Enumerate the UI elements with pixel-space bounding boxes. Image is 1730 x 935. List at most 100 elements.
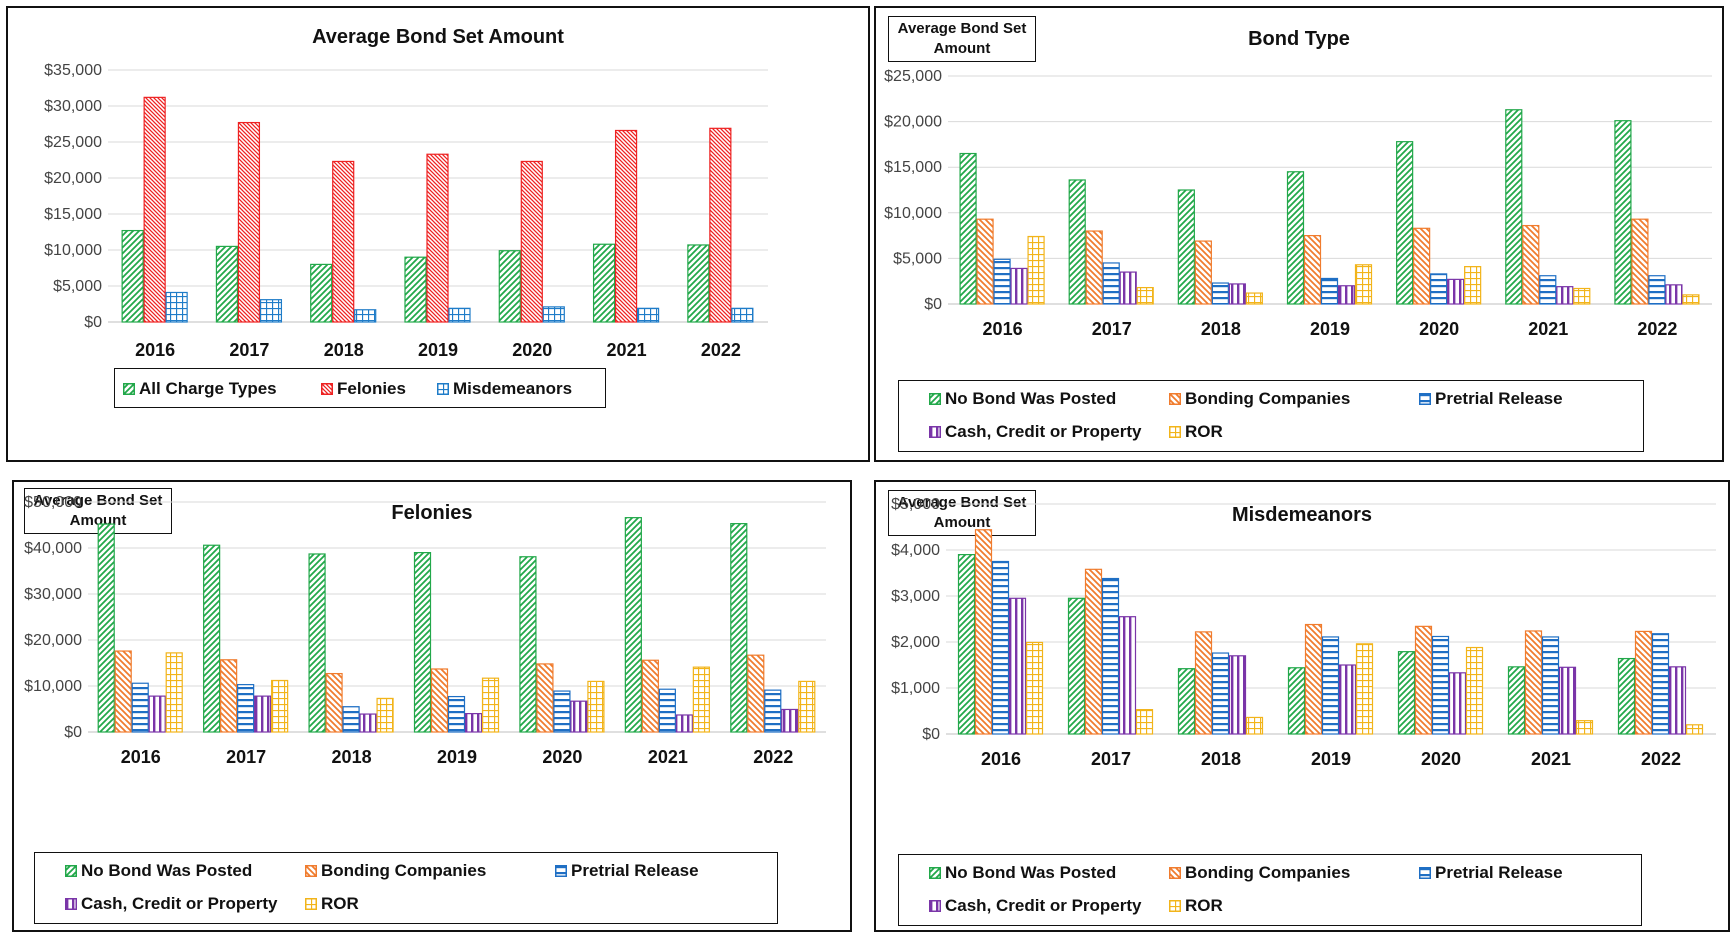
legend-label: Bonding Companies	[1185, 389, 1351, 408]
chart-title: Average Bond Set Amount	[312, 26, 564, 48]
y-tick-label: $1,000	[891, 680, 940, 697]
bar-no-bond-was-posted-2022	[1617, 657, 1636, 735]
legend-label: Cash, Credit or Property	[945, 422, 1142, 441]
bar-pretrial-release-2021	[1539, 275, 1557, 305]
bar-all-charge-types-2021	[592, 243, 616, 323]
x-tick-label: 2021	[1531, 749, 1571, 769]
bar-pretrial-release-2020	[553, 690, 571, 733]
bar-ror-2022	[798, 680, 816, 733]
legend-label: Bonding Companies	[1185, 863, 1351, 882]
bar-pretrial-release-2022	[764, 689, 782, 733]
legend-item-cash-credit-or-property: Cash, Credit or Property	[929, 422, 1142, 442]
bar-chart-average-bond-set-amount: $0 $5,000 $10,000 $15,000 $20,000 $25,000 $30,…	[44, 62, 768, 360]
y-tick-label: $10,000	[44, 242, 102, 259]
bar-ror-2021	[1575, 720, 1594, 735]
legend-swatch	[1169, 900, 1181, 912]
legend-label: ROR	[1185, 896, 1223, 915]
chart-legend: No Bond Was Posted Bonding Companies Pretr…	[34, 852, 778, 924]
bar-felonies-2022	[709, 127, 732, 323]
bar-cash-credit-or-property-2017	[254, 695, 272, 733]
x-tick-label: 2016	[983, 319, 1023, 339]
bar-no-bond-was-posted-2020	[519, 556, 537, 733]
bar-cash-credit-or-property-2019	[1337, 285, 1356, 305]
x-tick-label: 2020	[1419, 319, 1459, 339]
legend-swatch	[929, 393, 941, 405]
bar-misdemeanors-2019	[448, 307, 471, 323]
x-tick-label: 2022	[701, 340, 741, 360]
bar-ror-2021	[692, 666, 710, 733]
bar-no-bond-was-posted-2021	[1507, 666, 1526, 735]
bar-bonding-companies-2016	[974, 529, 993, 735]
bar-pretrial-release-2016	[991, 560, 1010, 735]
bar-misdemeanors-2017	[259, 299, 283, 323]
bar-bonding-companies-2017	[1085, 230, 1103, 305]
chart-title: Bond Type	[1248, 28, 1350, 50]
bar-ror-2016	[1027, 235, 1045, 305]
legend-label: No Bond Was Posted	[945, 863, 1117, 882]
bar-felonies-2020	[520, 160, 543, 323]
y-tick-label: $25,000	[884, 68, 942, 85]
legend-swatch	[1169, 426, 1181, 438]
bar-cash-credit-or-property-2018	[1228, 655, 1247, 735]
bar-cash-credit-or-property-2021	[1556, 286, 1574, 305]
bar-ror-2021	[1573, 287, 1591, 305]
chart-panel-bond-type: Average Bond Set Amount Bond Type $0 $5,0…	[874, 6, 1724, 462]
x-tick-label: 2020	[512, 340, 552, 360]
y-tick-label: $50,000	[24, 494, 82, 511]
legend-label: No Bond Was Posted	[945, 389, 1117, 408]
bar-pretrial-release-2017	[1101, 577, 1120, 735]
bar-no-bond-was-posted-2016	[97, 523, 115, 733]
bar-pretrial-release-2016	[993, 258, 1011, 305]
y-tick-label: $20,000	[884, 114, 942, 131]
bar-ror-2018	[1245, 716, 1264, 735]
chart-panel-misdemeanors: Average Bond Set Amount Misdemeanors $0 $…	[874, 480, 1730, 932]
legend-label: Misdemeanors	[453, 379, 573, 398]
legend-swatch	[1169, 867, 1181, 879]
y-tick-label: $15,000	[44, 206, 102, 223]
legend-swatch	[305, 865, 317, 877]
x-tick-label: 2017	[229, 340, 269, 360]
bar-cash-credit-or-property-2020	[1448, 672, 1467, 735]
y-tick-label: $25,000	[44, 134, 102, 151]
y-tick-label: $5,000	[53, 278, 102, 295]
bar-cash-credit-or-property-2021	[1558, 666, 1577, 735]
y-tick-label: $20,000	[44, 170, 102, 187]
legend-item-cash-credit-or-property: Cash, Credit or Property	[65, 894, 278, 914]
bar-ror-2018	[1245, 292, 1263, 305]
chart-legend: No Bond Was Posted Bonding Companies Pretr…	[898, 380, 1644, 452]
bar-cash-credit-or-property-2018	[1228, 283, 1246, 305]
bar-cash-credit-or-property-2019	[464, 713, 483, 733]
legend-swatch	[65, 865, 77, 877]
bar-pretrial-release-2018	[1211, 282, 1229, 305]
y-tick-label: $20,000	[24, 632, 82, 649]
bar-bonding-companies-2019	[1303, 235, 1322, 305]
bar-no-bond-was-posted-2018	[1177, 189, 1195, 305]
bar-no-bond-was-posted-2017	[1068, 179, 1086, 305]
y-tick-label: $10,000	[24, 678, 82, 695]
y-tick-label: $15,000	[884, 159, 942, 176]
bar-all-charge-types-2016	[121, 229, 144, 323]
bar-cash-credit-or-property-2016	[148, 695, 166, 733]
x-tick-label: 2019	[1311, 749, 1351, 769]
bar-bonding-companies-2019	[430, 668, 449, 733]
y-tick-label: $0	[922, 726, 940, 743]
bar-no-bond-was-posted-2019	[1286, 171, 1305, 305]
bar-misdemeanors-2021	[636, 307, 660, 323]
legend-swatch	[1169, 393, 1181, 405]
bar-no-bond-was-posted-2017	[1067, 597, 1086, 735]
bar-cash-credit-or-property-2017	[1118, 616, 1137, 735]
legend-swatch	[321, 383, 333, 395]
bar-pretrial-release-2018	[1211, 652, 1230, 735]
x-tick-label: 2022	[1637, 319, 1677, 339]
bar-cash-credit-or-property-2022	[781, 708, 799, 733]
bar-bonding-companies-2017	[220, 659, 238, 733]
x-tick-label: 2021	[1528, 319, 1568, 339]
bar-bonding-companies-2018	[325, 672, 343, 733]
legend-item-all-charge-types: All Charge Types	[123, 379, 277, 399]
legend-label: ROR	[321, 894, 359, 913]
bar-misdemeanors-2020	[542, 306, 565, 323]
bar-no-bond-was-posted-2018	[308, 553, 326, 733]
x-tick-label: 2021	[648, 747, 688, 767]
bar-cash-credit-or-property-2019	[1338, 664, 1357, 735]
bar-ror-2020	[1465, 646, 1484, 735]
